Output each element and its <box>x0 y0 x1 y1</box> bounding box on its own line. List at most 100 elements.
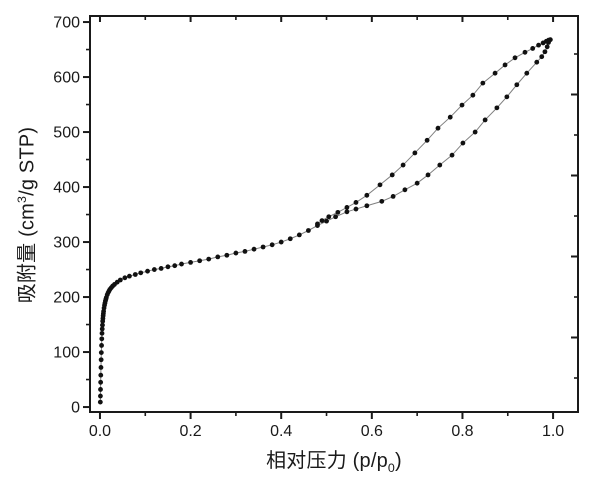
adsorption-branch-point <box>494 105 500 111</box>
x-tick-label: 1.0 <box>542 423 564 440</box>
desorption-branch-point <box>447 114 453 120</box>
desorption-branch-point <box>319 218 325 224</box>
adsorption-branch-point <box>224 252 230 258</box>
desorption-branch-point <box>353 200 359 205</box>
adsorption-branch-point <box>460 140 466 146</box>
desorption-branch-point <box>530 46 536 51</box>
desorption-branch-point <box>459 102 465 108</box>
adsorption-branch-point <box>98 393 103 399</box>
adsorption-branch-point <box>514 82 520 88</box>
x-axis-label-suffix: ) <box>395 450 402 472</box>
adsorption-branch-point <box>333 214 338 220</box>
adsorption-branch-point <box>99 326 105 332</box>
adsorption-branch-point <box>97 399 103 405</box>
adsorption-branch-point <box>117 277 123 283</box>
y-axis-label-superscript: 3 <box>14 195 29 204</box>
desorption-branch-point <box>536 42 541 48</box>
y-tick-label: 700 <box>53 15 80 32</box>
y-tick-label: 200 <box>53 290 80 307</box>
x-tick-label: 0.0 <box>89 423 111 440</box>
adsorption-branch-point <box>242 249 248 254</box>
y-axis-label: 吸附量 (cm3/g STP) <box>11 127 40 304</box>
adsorption-branch-point <box>534 59 540 65</box>
adsorption-branch-point <box>99 330 105 336</box>
adsorption-branch-point <box>539 54 545 60</box>
x-tick-label: 0.2 <box>179 423 201 440</box>
adsorption-branch-point <box>472 129 478 135</box>
desorption-branch-point <box>389 172 395 178</box>
adsorption-branch-point <box>197 258 203 264</box>
y-tick-label: 600 <box>53 70 80 87</box>
desorption-branch-point <box>540 40 546 46</box>
adsorption-branch-point <box>151 267 157 272</box>
x-tick-label: 0.8 <box>451 423 473 440</box>
adsorption-branch-point <box>482 117 488 123</box>
desorption-branch-point <box>326 214 332 220</box>
y-tick-label: 500 <box>53 125 80 142</box>
desorption-branch-point <box>377 182 383 188</box>
x-tick-label: 0.4 <box>270 423 292 440</box>
x-axis-label: 相对压力 (p/p0) <box>90 444 578 475</box>
adsorption-branch-point <box>122 275 128 281</box>
adsorption-branch-point <box>172 263 178 269</box>
adsorption-branch-point <box>296 232 302 238</box>
adsorption-branch-point <box>305 228 311 233</box>
y-tick-label: 400 <box>53 180 80 197</box>
adsorption-branch-point <box>179 261 184 267</box>
adsorption-branch-point <box>165 264 171 270</box>
adsorption-branch-point <box>504 94 510 100</box>
adsorption-branch-point <box>98 379 104 385</box>
desorption-branch-point <box>435 125 441 131</box>
x-tick-label: 0.6 <box>361 423 383 440</box>
adsorption-branch-point <box>353 206 359 212</box>
desorption-branch-point <box>315 221 320 227</box>
y-tick-label: 100 <box>53 345 80 362</box>
adsorption-branch-point <box>98 387 103 392</box>
desorption-branch-point <box>364 192 370 198</box>
adsorption-branch-point <box>132 272 138 277</box>
adsorption-branch-point <box>233 250 239 256</box>
adsorption-branch-point <box>260 244 266 250</box>
y-axis-label-suffix: /g STP) <box>16 126 39 196</box>
adsorption-branch-point <box>402 187 408 193</box>
y-tick-label: 0 <box>71 400 80 417</box>
adsorption-branch-point <box>278 239 284 245</box>
adsorption-branch-point <box>99 343 104 348</box>
adsorption-branch-point <box>287 236 293 242</box>
adsorption-branch-point <box>449 152 455 158</box>
desorption-branch-line <box>317 39 551 225</box>
adsorption-branch-point <box>251 246 257 252</box>
adsorption-branch-point <box>364 203 370 209</box>
y-axis-label-text: 吸附量 (cm <box>16 203 39 304</box>
y-tick-label: 300 <box>53 235 80 252</box>
adsorption-branch-point <box>524 70 530 76</box>
x-axis-label-subscript: 0 <box>387 461 396 475</box>
adsorption-branch-point <box>98 357 104 363</box>
adsorption-branch-point <box>390 194 396 199</box>
adsorption-branch-point <box>98 365 104 370</box>
adsorption-branch-point <box>138 270 144 276</box>
desorption-branch-point <box>522 49 528 55</box>
adsorption-branch-point <box>414 180 420 186</box>
desorption-branch-point <box>512 55 518 61</box>
adsorption-branch-point <box>145 268 150 274</box>
adsorption-branch-point <box>437 162 443 168</box>
adsorption-branch-point <box>98 350 104 355</box>
adsorption-branch-point <box>215 254 221 260</box>
adsorption-branch-point <box>425 172 431 178</box>
desorption-branch-point <box>492 70 498 76</box>
desorption-branch-point <box>335 209 341 215</box>
adsorption-branch-point <box>206 256 212 262</box>
desorption-branch-point <box>502 62 508 68</box>
adsorption-branch-point <box>269 242 275 248</box>
desorption-branch-point <box>470 92 476 98</box>
adsorption-branch-point <box>99 336 105 342</box>
desorption-branch-point <box>412 150 418 156</box>
adsorption-branch-point <box>100 322 105 328</box>
desorption-branch-point <box>424 137 430 143</box>
desorption-branch-point <box>400 162 406 168</box>
adsorption-branch-point <box>188 260 193 265</box>
desorption-branch-point <box>344 205 350 210</box>
